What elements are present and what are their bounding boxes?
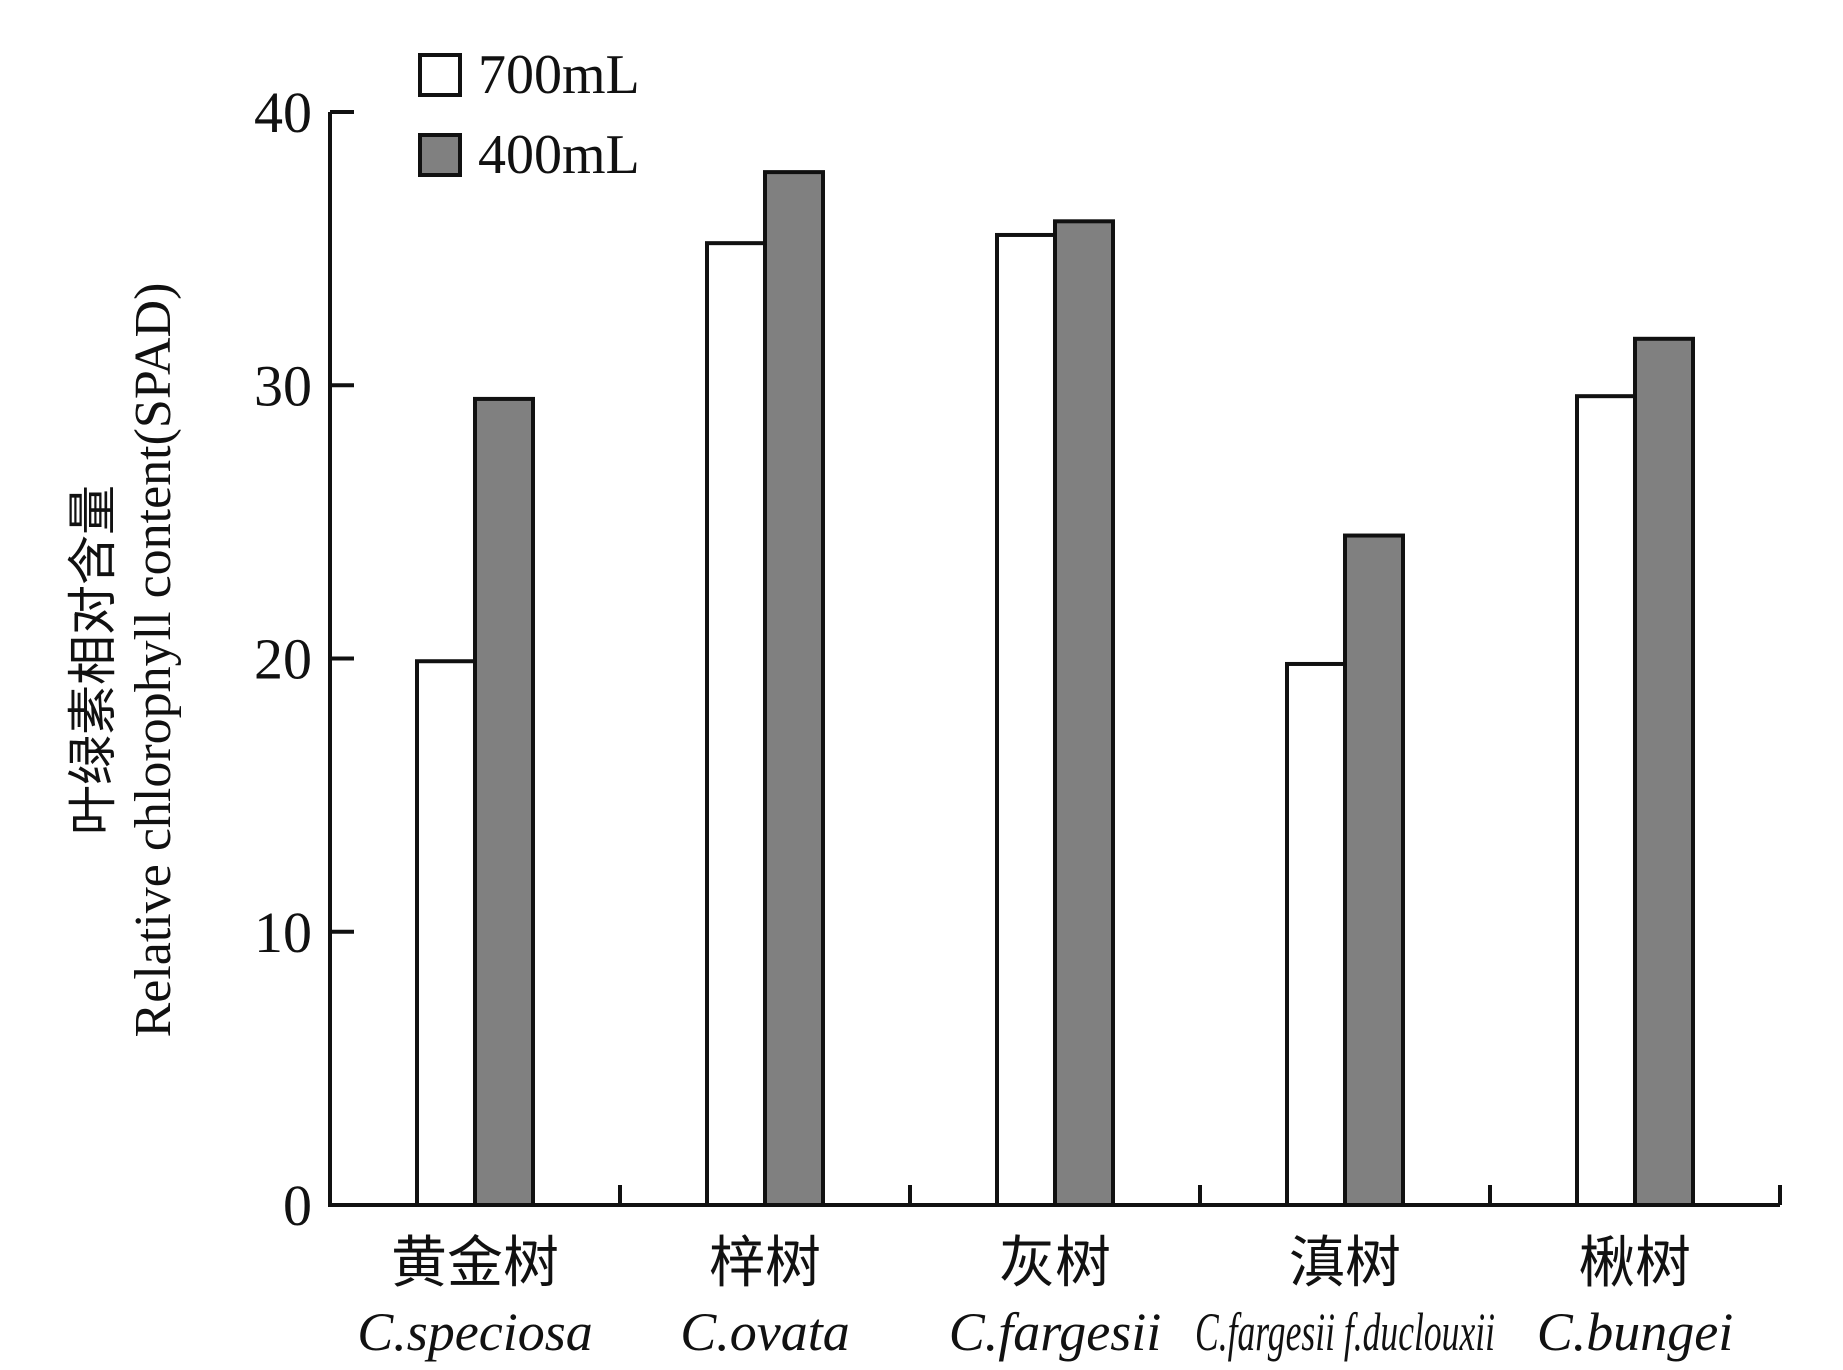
bar [763, 170, 825, 1208]
bar [473, 396, 535, 1208]
legend-label: 700mL [478, 44, 640, 106]
x-tick-label-cn: 楸树 [1579, 1231, 1691, 1296]
y-tick-label: 10 [254, 900, 312, 965]
legend: 700mL 400mL [418, 44, 640, 186]
legend-swatch [418, 53, 462, 97]
x-tick-label-latin: C.ovata [680, 1302, 850, 1362]
y-tick-label: 40 [254, 80, 312, 145]
x-tick-label-cn: 滇树 [1289, 1231, 1401, 1296]
y-tick-label: 30 [254, 353, 312, 418]
x-tick-label-latin: C.fargesii f.duclouxii [1195, 1302, 1495, 1362]
y-ticks: 0 10 20 30 40 [254, 80, 354, 1238]
bar [1053, 219, 1115, 1208]
x-tick-label-latin: C.fargesii [949, 1302, 1162, 1362]
legend-label: 400mL [478, 124, 640, 186]
y-tick-label: 20 [254, 627, 312, 692]
bar [415, 659, 477, 1207]
bars [415, 170, 1695, 1208]
y-axis-label-cn: 叶绿素相对含量 [64, 485, 122, 835]
bar [1285, 661, 1347, 1207]
bar [1343, 533, 1405, 1207]
x-tick-label-cn: 梓树 [709, 1231, 821, 1296]
y-tick-label: 0 [283, 1173, 312, 1238]
bar [1575, 394, 1637, 1207]
legend-swatch [418, 133, 462, 177]
x-tick-label-latin: C.speciosa [357, 1302, 593, 1362]
x-tick-label-latin: C.bungei [1537, 1302, 1734, 1362]
y-axis-label: Relative chlorophyll content(SPAD) [125, 283, 182, 1038]
x-tick-label-cn: 黄金树 [391, 1231, 559, 1296]
bar [705, 241, 767, 1208]
x-tick-label-cn: 灰树 [999, 1231, 1111, 1296]
bar [995, 232, 1057, 1207]
bar [1633, 336, 1695, 1207]
y-axis-title: 叶绿素相对含量 Relative chlorophyll content(SPA… [64, 283, 182, 1038]
